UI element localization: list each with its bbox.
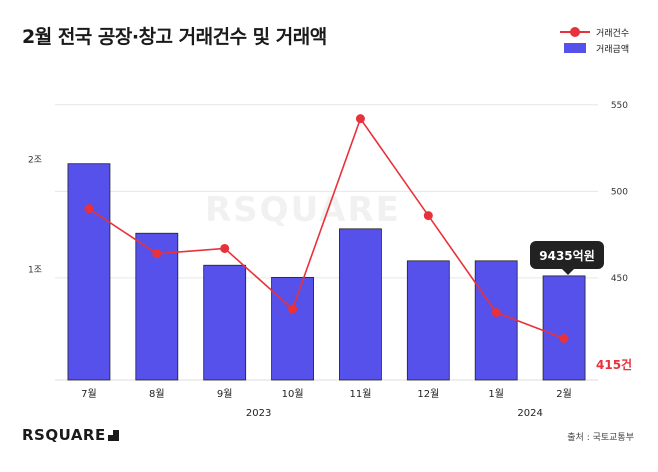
legend-item-amount: 거래금액 [558, 40, 629, 56]
year-label: 2023 [246, 408, 271, 419]
x-tick-label: 8월 [149, 388, 165, 400]
line-point [355, 114, 365, 124]
bar [67, 163, 111, 381]
legend: 거래건수 거래금액 [558, 24, 629, 56]
year-label: 2024 [517, 408, 542, 419]
line-point [152, 249, 162, 259]
legend-item-count: 거래건수 [558, 24, 629, 40]
bar-marker-icon [558, 42, 592, 54]
bar [474, 260, 518, 381]
x-tick-label: 2월 [556, 388, 572, 400]
x-tick-label: 9월 [217, 388, 233, 400]
x-tick-label: 7월 [81, 388, 97, 400]
left-axis-tick-label: 2조 [28, 155, 42, 165]
chart-title: 2월 전국 공장·창고 거래건수 및 거래액 [22, 26, 327, 48]
logo-text: RSQUARE [22, 426, 106, 444]
bar [203, 264, 247, 381]
x-tick-label: 1월 [488, 388, 504, 400]
line-point [423, 211, 433, 221]
legend-label-amount: 거래금액 [596, 44, 630, 55]
right-axis-tick-label: 450 [611, 274, 628, 284]
bar [271, 276, 314, 381]
bar [406, 260, 450, 381]
logo-mark-icon [107, 429, 119, 441]
right-axis-tick-label: 550 [611, 101, 628, 111]
x-tick-label: 12월 [417, 388, 439, 400]
line-point [288, 304, 298, 314]
line-series [88, 116, 565, 340]
logo: RSQUARE [22, 426, 119, 444]
line-marker-icon [558, 26, 592, 38]
line-point [220, 243, 230, 253]
bar [542, 275, 586, 381]
line-point [559, 333, 569, 343]
source-note: 출처 : 국토교통부 [567, 433, 634, 443]
right-axis-tick-label: 500 [611, 187, 628, 197]
x-tick-label: 11월 [349, 388, 371, 400]
line-point [491, 307, 501, 317]
amount-callout: 9435억원 [530, 241, 604, 275]
line-point [84, 204, 94, 214]
count-callout: 415건 [596, 358, 633, 372]
watermark: RSQUARE [205, 190, 401, 230]
left-axis-tick-label: 1조 [28, 266, 42, 276]
legend-label-count: 거래건수 [596, 28, 630, 39]
bar [339, 228, 382, 381]
x-tick-label: 10월 [282, 388, 304, 400]
